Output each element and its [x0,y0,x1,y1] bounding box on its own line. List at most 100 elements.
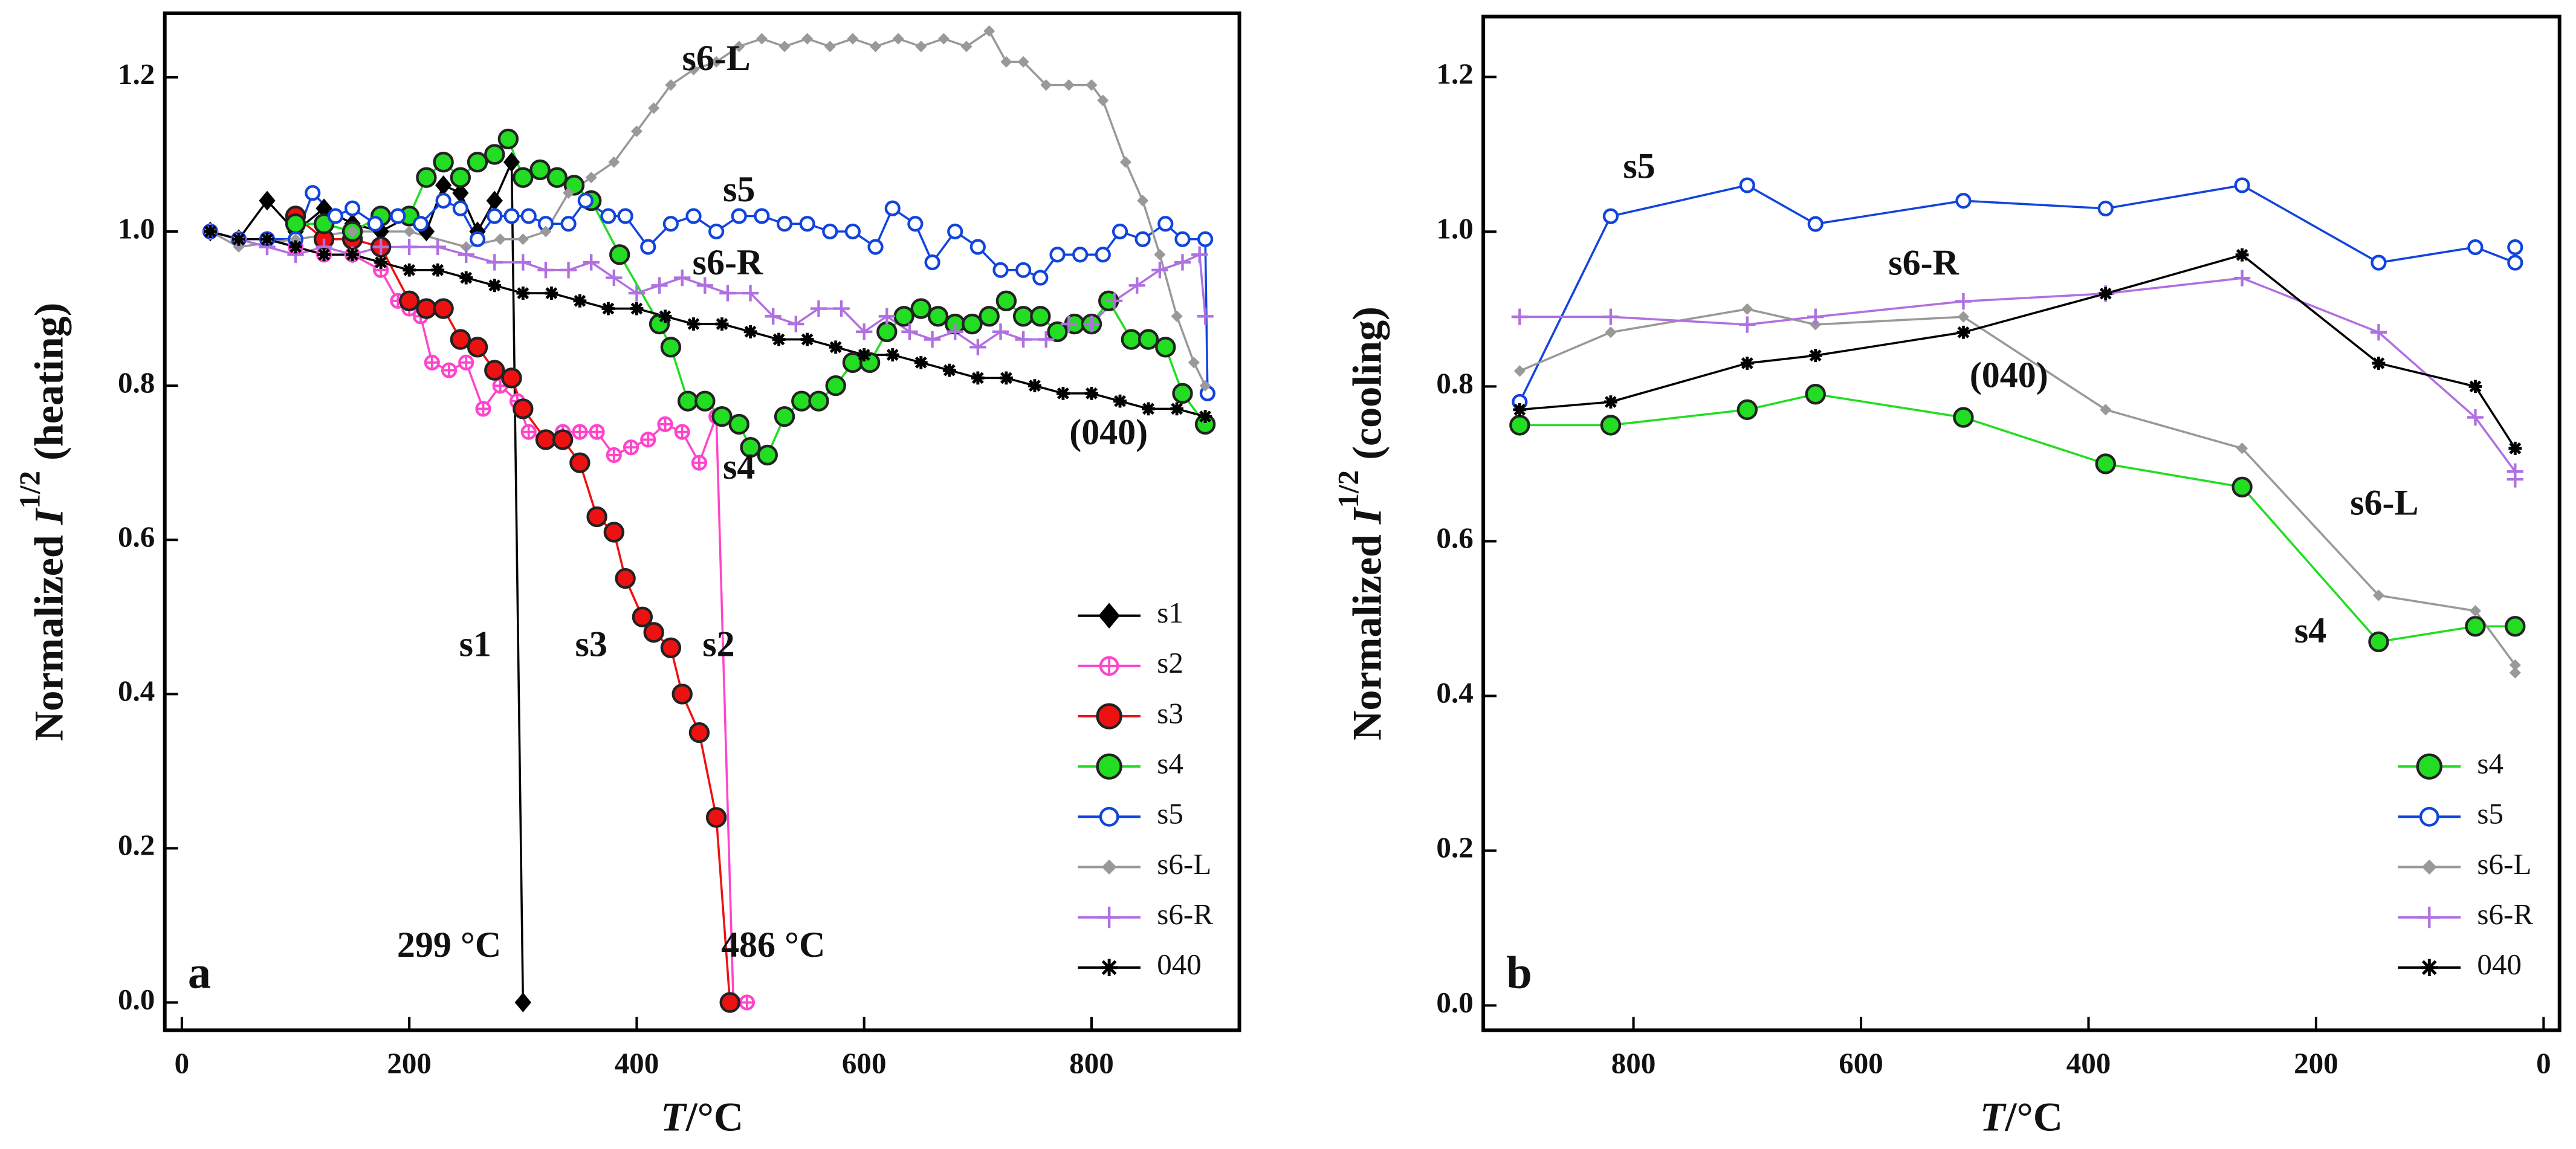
legend-label: 040 [2477,948,2522,981]
marker-shape [1957,311,1969,323]
marker [867,239,884,255]
marker-shape [1101,859,1117,875]
marker-shape [573,294,587,308]
marker-shape [1151,262,1168,279]
marker [869,40,882,53]
marker [833,300,850,317]
marker [546,167,568,188]
marker [665,79,677,91]
marker [424,354,440,371]
marker-shape [927,306,949,327]
marker-shape [1157,216,1174,232]
marker [1138,329,1159,350]
marker [1174,254,1191,271]
marker [540,225,552,238]
marker [1957,311,1969,323]
marker [412,216,429,232]
marker [2507,239,2523,256]
marker-shape [693,456,706,470]
marker [431,263,445,277]
y-label-sup: 1/2 [1332,470,1365,508]
marker [743,325,757,338]
x-axis-label: T/°C [661,1093,743,1139]
marker [2509,667,2521,679]
marker-shape [641,433,655,447]
marker-shape [995,290,1017,311]
marker [2236,442,2248,455]
marker [372,238,389,256]
marker-shape [1953,407,1974,428]
marker [765,308,782,325]
marker [992,323,1009,340]
marker [1956,325,1970,339]
marker-shape [651,277,668,294]
marker-shape [731,208,747,224]
marker [469,231,486,247]
marker [1095,247,1111,263]
marker [586,506,607,528]
marker-shape [672,684,693,705]
marker [708,223,725,240]
marker-shape [545,286,558,300]
marker-shape [1015,262,1032,278]
marker-shape [757,444,778,466]
legend-label: s6-R [2477,898,2533,931]
marker-shape [901,323,918,340]
marker-shape [458,246,474,263]
marker-shape [2506,471,2523,488]
marker [810,300,827,317]
marker-shape [674,269,691,286]
marker-shape [435,192,451,209]
marker [1739,316,1756,333]
marker [1197,308,1214,325]
marker-shape [1063,79,1075,91]
marker [1099,656,1119,676]
marker-shape [2421,859,2437,875]
marker [503,152,520,172]
marker [2099,286,2112,300]
marker-shape [662,216,679,232]
marker [1602,308,1619,325]
marker [800,332,814,346]
marker-shape [537,262,554,279]
marker [947,323,963,340]
x-tick-label: 0 [175,1047,190,1080]
y-tick-label: 0.4 [118,675,155,708]
marker [824,40,836,53]
marker-shape [1038,331,1055,348]
marker [2421,959,2438,977]
marker-shape [603,522,624,543]
marker-shape [520,208,537,224]
marker-shape [743,325,757,338]
marker-shape [590,425,604,439]
marker [615,568,636,589]
marker [691,455,708,471]
marker-shape [1197,231,1214,247]
marker-shape [1602,308,1619,325]
marker-shape [867,239,884,255]
marker [501,367,522,389]
marker [577,192,594,209]
marker [857,348,871,361]
annotation: 486 °C [721,925,825,965]
marker-shape [2372,589,2384,601]
marker [601,302,615,316]
marker-shape [800,332,814,346]
marker-shape [585,172,597,184]
marker-shape [467,152,488,173]
marker [327,208,343,224]
legend-label: s2 [1157,646,1183,679]
marker [739,994,756,1011]
marker [2469,605,2481,617]
marker [2097,200,2114,217]
marker-shape [822,223,838,240]
y-tick-label: 1.0 [118,212,155,245]
marker [1955,293,1972,310]
marker-shape [459,271,473,285]
marker-shape [390,208,406,224]
plot-frame [1481,15,2561,1032]
marker-shape [937,33,950,45]
marker [844,223,861,240]
marker [1155,337,1176,358]
marker-shape [648,102,660,114]
